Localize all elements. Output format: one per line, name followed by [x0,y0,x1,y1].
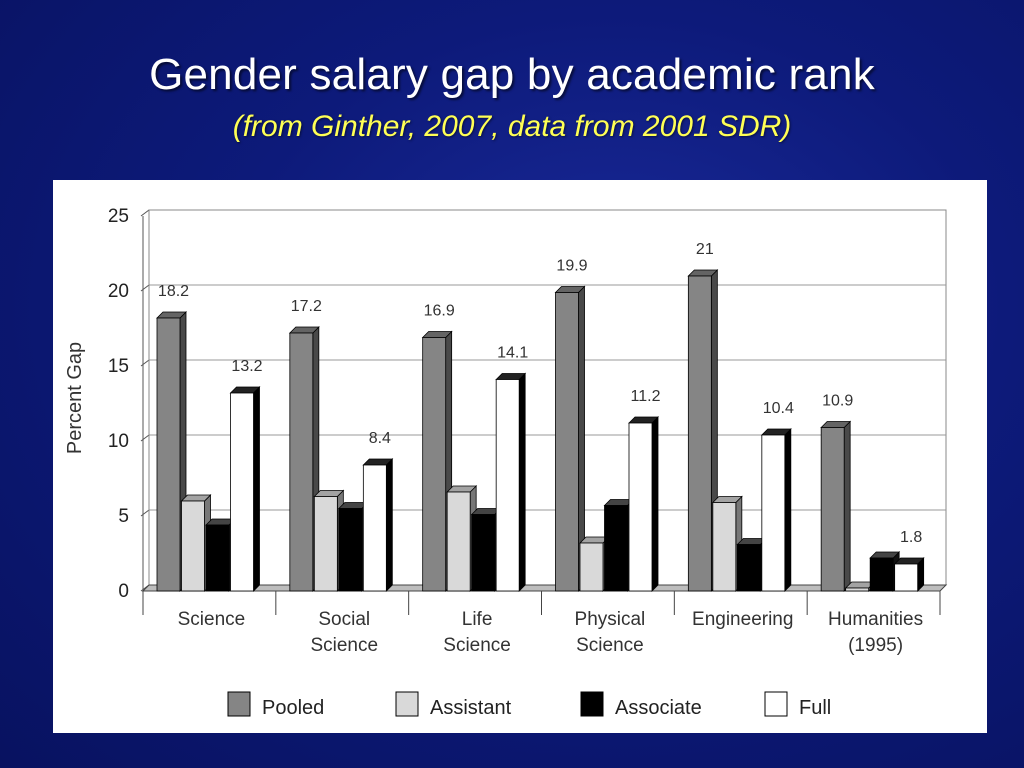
bar-associate [869,557,894,592]
data-label-full: 11.2 [631,388,661,405]
y-tick-label: 5 [118,506,129,527]
legend-label-pooled: Pooled [262,697,324,719]
bar-associate [736,544,761,592]
bar-associate [205,524,230,592]
y-tick-mark [140,359,150,367]
category-label: Life Science [443,609,511,656]
bar-associate [604,505,628,592]
bar-full-side [651,416,659,592]
y-tick-label: 20 [108,281,129,302]
y-tick-label: 25 [108,206,129,227]
data-label-pooled: 18.2 [158,283,189,300]
data-label-pooled: 19.9 [556,258,587,275]
bar-associate [471,514,496,592]
legend-swatch-full [764,691,788,717]
bar-pooled [687,275,712,592]
legend-swatch-assistant [395,691,419,717]
bar-pooled [156,317,181,592]
bar-assistant [845,587,870,592]
bar-full [362,464,387,592]
bar-pooled [422,337,447,592]
y-tick-mark [140,284,150,292]
bar-full-side [518,372,526,592]
bar-assistant [712,502,737,592]
bar-assistant [446,491,471,592]
bar-chart: 0 5 10 15 20 25 Percent Gap 18.2 13.2 Science 17.2… [64,206,948,719]
bar-full [894,563,919,592]
slide-subtitle: (from Ginther, 2007, data from 2001 SDR) [232,110,792,143]
slide-title: Gender salary gap by academic rank [149,50,875,99]
data-label-full: 13.2 [231,358,262,375]
bar-full [628,422,653,592]
y-tick-label: 15 [108,356,129,377]
y-tick-mark [140,434,150,442]
chart-panel: 0 5 10 15 20 25 Percent Gap 18.2 13.2 Science 17.2… [53,180,987,733]
legend-label-full: Full [799,697,831,719]
legend-label-assistant: Assistant [430,697,512,719]
data-label-pooled: 17.2 [291,298,322,315]
bar-pooled-side [843,420,851,592]
bar-full [230,392,254,592]
bar-full-side [253,386,260,592]
category-label: Science [178,609,246,630]
data-label-full: 8.4 [369,430,391,447]
data-label-pooled: 16.9 [424,303,455,320]
category-label: Humanities (1995) [828,609,923,656]
category-label: Engineering [692,609,793,630]
data-label-pooled: 21 [696,241,714,258]
bar-assistant [579,542,604,592]
data-label-full: 14.1 [497,345,528,362]
bar-full [761,434,786,592]
bar-full-side [784,428,792,592]
data-label-full: 10.4 [763,400,794,417]
bar-assistant [181,500,205,592]
bar-associate [338,508,363,592]
legend-label-associate: Associate [615,697,702,719]
legend-swatch-associate [580,691,604,717]
bar-full-side [385,458,393,592]
data-label-pooled: 10.9 [822,393,853,410]
bar-pooled [289,332,314,592]
y-tick-label: 0 [118,581,129,602]
y-tick-label: 10 [108,431,129,452]
bar-assistant [313,496,338,592]
y-axis-label: Percent Gap [64,342,86,454]
legend-swatch-pooled [227,691,251,717]
y-tick-mark [140,509,150,517]
bar-pooled [820,427,845,592]
y-tick-mark [140,209,150,217]
category-label: Physical Science [575,609,646,656]
plot-area [148,209,947,586]
data-label-full: 1.8 [900,529,922,546]
bar-full [495,379,520,592]
bar-pooled [555,292,579,592]
category-label: Social Science [310,609,378,656]
